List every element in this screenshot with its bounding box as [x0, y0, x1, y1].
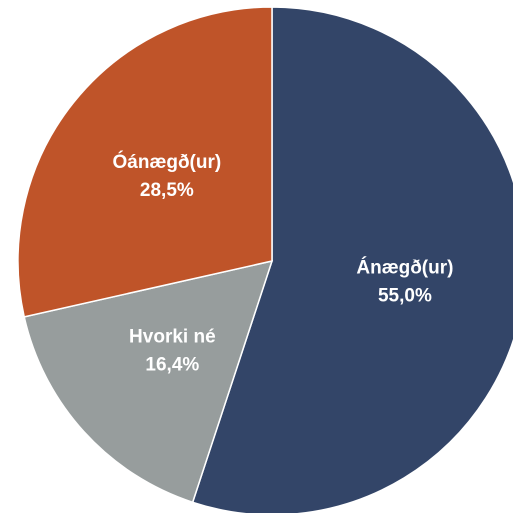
- pie-slice: [191, 6, 513, 513]
- slice-value-label: 28,5%: [140, 180, 194, 201]
- slice-value-label: 16,4%: [145, 355, 199, 376]
- slice-label: Óánægð(ur): [113, 151, 222, 173]
- slice-label: Hvorki né: [129, 327, 216, 348]
- pie-slice: [17, 6, 273, 318]
- slice-value-label: 55,0%: [378, 285, 432, 306]
- slice-label: Ánægð(ur): [356, 256, 453, 278]
- pie-slice: [23, 259, 274, 504]
